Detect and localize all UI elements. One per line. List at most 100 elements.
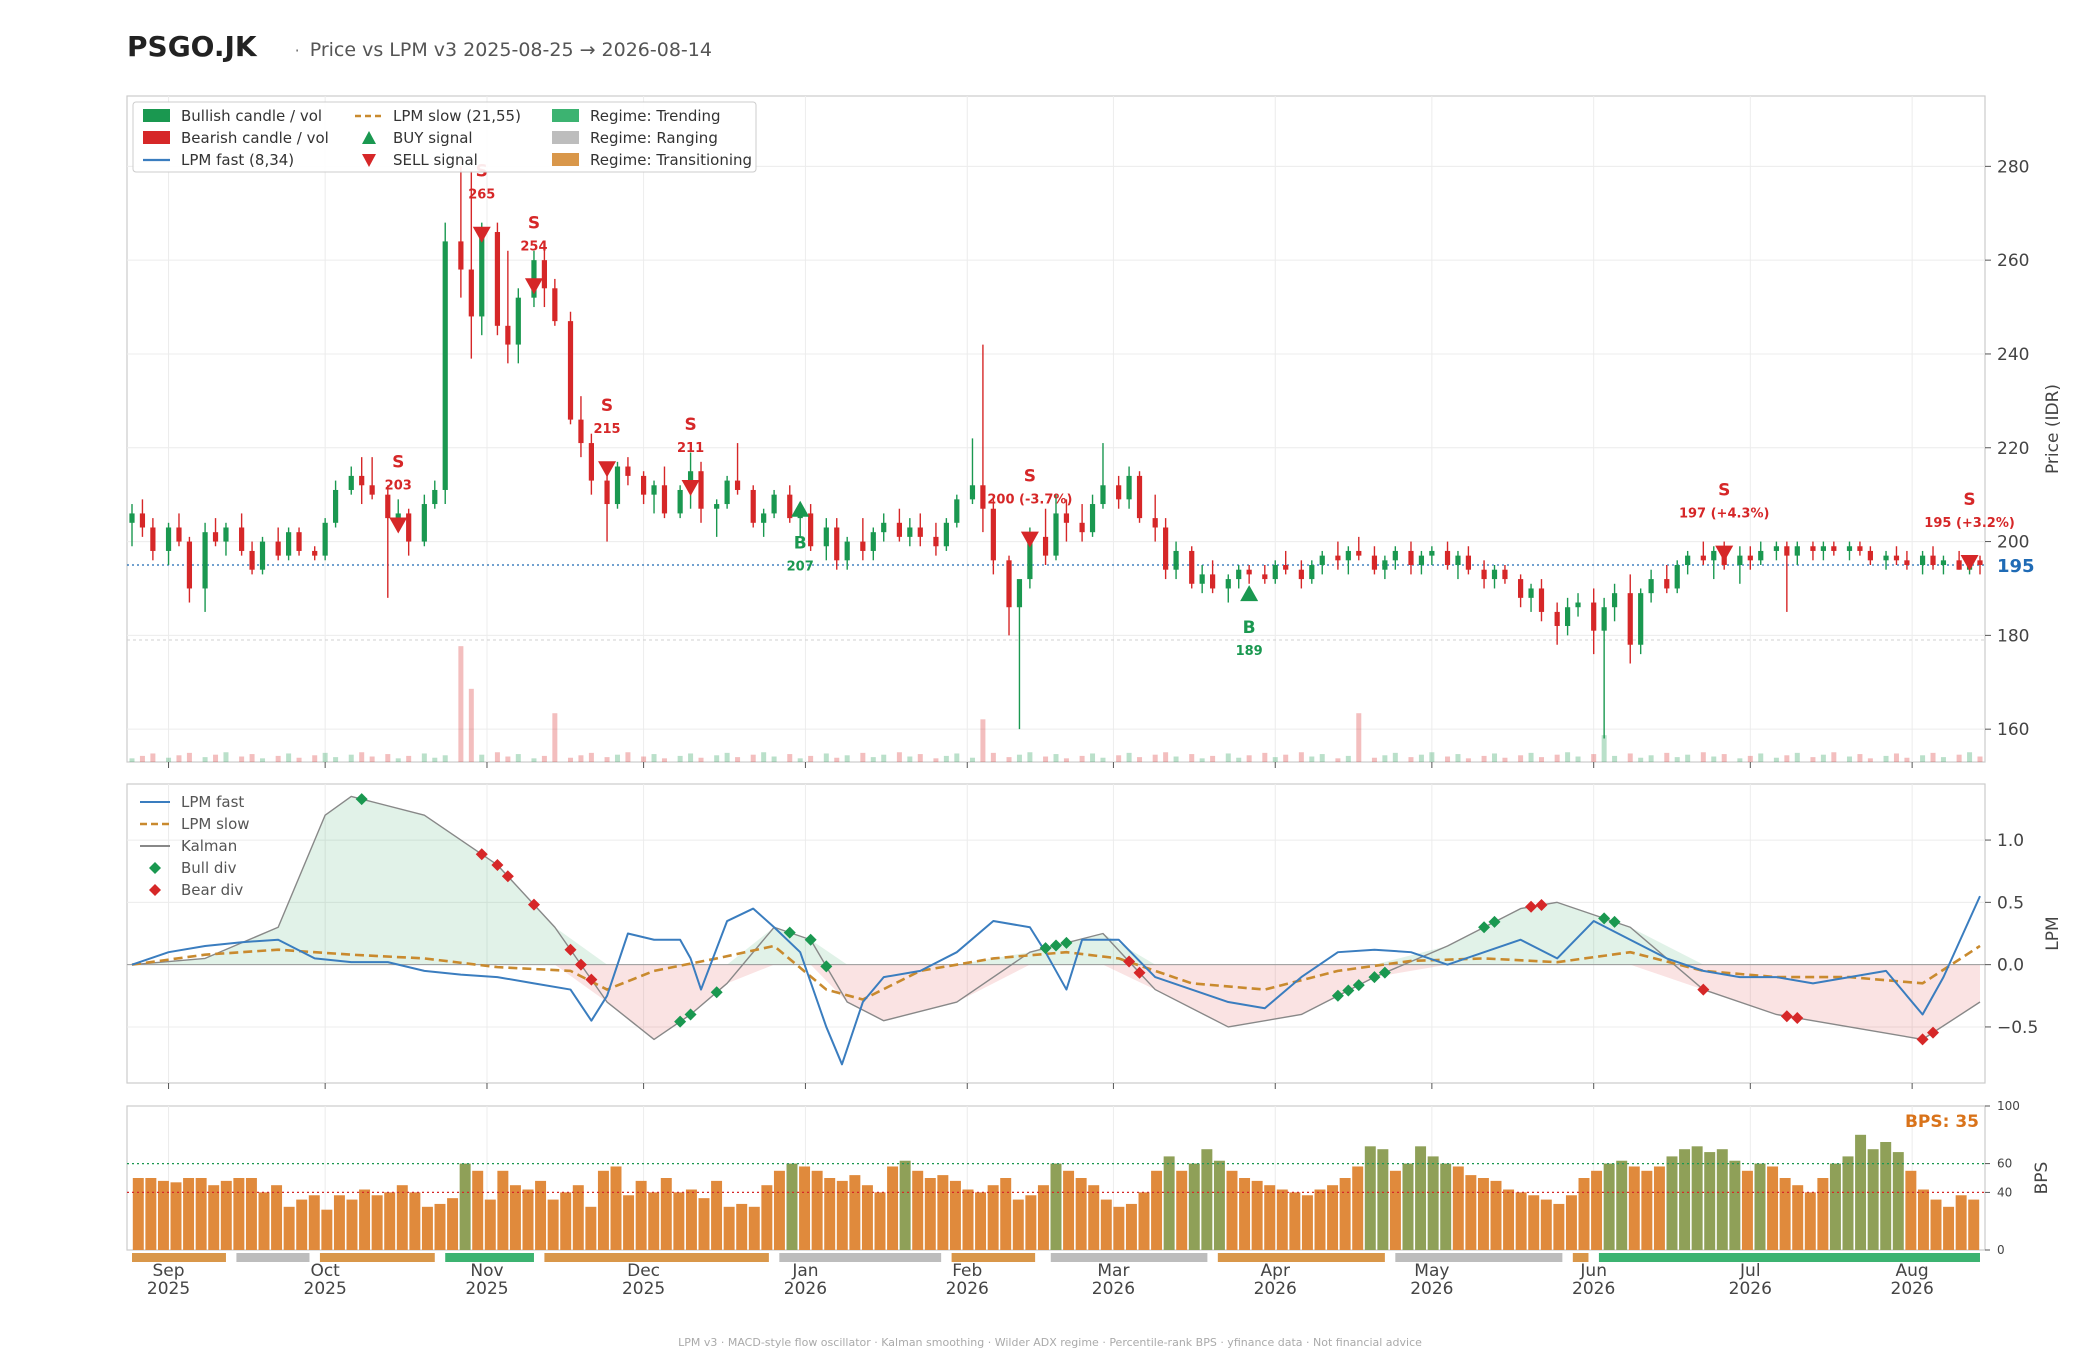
volume-bar (213, 754, 219, 762)
candle-body (1309, 565, 1315, 580)
legend-label: LPM fast (8,34) (181, 151, 294, 169)
subtitle-separator: · (294, 41, 300, 60)
candle-body (1345, 550, 1351, 561)
bps-bar (321, 1209, 333, 1250)
volume-bar (1225, 753, 1231, 762)
candle-body (286, 532, 292, 556)
candle-body (1319, 555, 1325, 566)
volume-bar (917, 754, 923, 762)
bps-bar (1842, 1156, 1854, 1250)
candle-body (1794, 546, 1800, 556)
x-tick-month: May (1414, 1261, 1449, 1281)
volume-bar (421, 753, 427, 762)
volume-bar (1867, 758, 1873, 762)
volume-bar (552, 713, 558, 762)
volume-bar (312, 755, 318, 762)
bull-divergence-marker (804, 933, 817, 946)
candle-body (990, 508, 996, 561)
bps-bar (421, 1206, 433, 1250)
price-tick-label: 200 (1997, 533, 2029, 553)
volume-bar (494, 752, 500, 762)
bps-bar (1880, 1142, 1892, 1250)
candle-body (1491, 569, 1498, 580)
lpm-tick-label: −0.5 (1997, 1018, 2038, 1038)
bear-divergence-marker (1791, 1012, 1804, 1025)
bps-bar (1063, 1170, 1075, 1250)
candle-body (1063, 513, 1070, 523)
lpm-slow-line (131, 944, 1981, 1001)
sell-signal-price: 254 (520, 239, 547, 254)
bps-bar (1264, 1185, 1276, 1250)
bull-divergence-marker (710, 986, 723, 999)
candle-body (421, 504, 427, 542)
legend-buy-marker (362, 131, 376, 144)
x-tick-year: 2026 (946, 1279, 989, 1299)
candle-body (1481, 569, 1487, 580)
x-tick-month: Dec (627, 1261, 660, 1281)
bps-bar (1779, 1178, 1791, 1250)
bps-current-label: BPS: 35 (1905, 1112, 1979, 1132)
bps-tick-label: 100 (1997, 1099, 2020, 1113)
volume-bar (1043, 756, 1049, 762)
bps-bar (1477, 1178, 1489, 1250)
bps-bar (585, 1206, 597, 1250)
bps-bar (1151, 1170, 1163, 1250)
volume-bar (1554, 754, 1560, 762)
bps-axis-label: BPS (2032, 1162, 2052, 1195)
volume-bar (1930, 752, 1936, 762)
bps-bar (736, 1203, 748, 1250)
candle-body (834, 527, 840, 561)
regime-strip (132, 1253, 1980, 1262)
volume-bar (223, 752, 229, 762)
candle-body (1298, 569, 1304, 580)
volume-bar (870, 757, 876, 762)
ticker-symbol: PSGO.JK (127, 30, 257, 63)
candle-body (808, 513, 814, 547)
candle-body (150, 527, 156, 551)
volume-bar (1283, 754, 1289, 762)
sell-signal-marker (598, 461, 617, 478)
volume-bar (1298, 752, 1304, 762)
sell-signal-marker (681, 479, 700, 496)
bps-bar (1917, 1189, 1929, 1250)
volume-bar (933, 758, 939, 762)
candle-body (677, 489, 683, 514)
volume-bar (1920, 755, 1926, 762)
chart-subtitle: Price vs LPM v3 2025-08-25 → 2026-08-14 (309, 39, 712, 61)
candle-body (1116, 485, 1122, 500)
x-tick-year: 2025 (622, 1279, 665, 1299)
candle-body (1236, 569, 1242, 580)
volume-bar (515, 754, 521, 762)
bps-bar (723, 1206, 735, 1250)
volume-bar (1126, 752, 1132, 762)
candle-body (395, 513, 401, 519)
sell-signal-price: 211 (677, 441, 704, 456)
bull-divergence-marker (355, 793, 368, 806)
bull-divergence-marker (1331, 989, 1344, 1002)
volume-bar (1189, 754, 1195, 762)
bear-divergence-marker (1780, 1010, 1793, 1023)
bps-bar (635, 1180, 647, 1250)
volume-bar (1465, 758, 1471, 762)
candle-body (296, 532, 302, 551)
bps-bar (1905, 1170, 1917, 1250)
volume-bar (186, 752, 192, 762)
bps-bar (1251, 1180, 1263, 1250)
legend-swatch (143, 109, 170, 122)
legend-label: LPM slow (181, 815, 250, 833)
bps-bar (1427, 1156, 1439, 1250)
candle-body (1857, 546, 1863, 551)
bps-bar (1792, 1185, 1804, 1250)
candle-body (1163, 527, 1169, 570)
bps-bar (1741, 1170, 1753, 1250)
candle-body (494, 232, 501, 326)
bps-bar (1364, 1146, 1376, 1250)
volume-bar (1638, 757, 1644, 762)
candle-body (1977, 560, 1983, 566)
candle-body (1611, 593, 1618, 608)
candle-body (1371, 555, 1378, 570)
candle-body (223, 527, 229, 542)
bps-bar (296, 1199, 308, 1250)
bps-bar (1930, 1199, 1942, 1250)
bps-bar (1867, 1149, 1879, 1250)
